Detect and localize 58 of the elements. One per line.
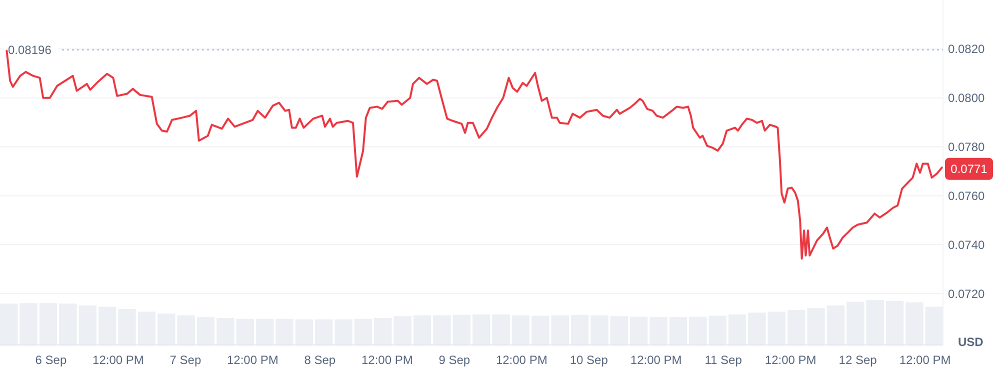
- x-tick-label: 12:00 PM: [630, 353, 682, 367]
- bar: [492, 314, 510, 345]
- bar: [256, 318, 274, 345]
- y-tick-label: 0.0780: [948, 140, 986, 154]
- bar: [570, 314, 589, 345]
- x-tick-label: 12:00 PM: [361, 353, 413, 367]
- bar: [295, 319, 314, 345]
- x-tick-label: 7 Sep: [170, 353, 202, 367]
- bar: [354, 318, 372, 345]
- bar: [630, 316, 648, 345]
- ref-line-label: 0.08196: [8, 43, 52, 58]
- bar: [334, 319, 352, 345]
- bar: [452, 314, 471, 345]
- bar: [138, 312, 156, 345]
- bar: [472, 314, 490, 345]
- bar: [728, 314, 746, 345]
- bar: [807, 308, 825, 345]
- bar: [98, 306, 116, 345]
- bar: [0, 304, 18, 345]
- bar: [787, 310, 806, 345]
- bar: [157, 314, 176, 345]
- bar: [512, 315, 530, 345]
- y-tick-label: 0.0720: [948, 286, 986, 301]
- bar: [20, 303, 38, 345]
- bar: [748, 312, 766, 345]
- x-tick-label: 10 Sep: [570, 353, 608, 367]
- bar: [413, 315, 432, 345]
- bar: [826, 305, 845, 345]
- y-axis-title: USD: [958, 335, 984, 349]
- bar: [669, 317, 688, 345]
- x-tick-label: 11 Sep: [704, 353, 742, 367]
- x-tick-label: 12:00 PM: [496, 353, 548, 367]
- bar: [433, 315, 451, 345]
- y-tick-label: 0.0800: [948, 91, 986, 106]
- y-tick-label: 0.0740: [948, 238, 986, 252]
- x-tick-label: 12:00 PM: [227, 353, 278, 367]
- annotation: 0.0771: [950, 162, 988, 176]
- y-tick-label: 0.0760: [948, 188, 986, 203]
- y-tick-label: 0.0820: [948, 42, 986, 56]
- x-tick-label: 8 Sep: [304, 353, 336, 367]
- bar: [314, 319, 333, 345]
- x-tick-label: 12:00 PM: [764, 353, 816, 367]
- x-tick-label: 12 Sep: [838, 353, 878, 367]
- bar: [39, 303, 58, 345]
- bar: [196, 317, 215, 345]
- bar: [276, 318, 294, 345]
- bar: [590, 315, 608, 345]
- x-tick-label: 12:00 PM: [899, 353, 951, 367]
- x-tick-label: 6 Sep: [35, 353, 67, 367]
- bar: [177, 315, 195, 345]
- bar: [610, 316, 628, 345]
- bar: [118, 309, 136, 345]
- x-tick-label: 9 Sep: [438, 353, 470, 367]
- bar: [886, 300, 904, 345]
- bar: [768, 312, 786, 345]
- bar: [906, 302, 924, 345]
- x-tick-label: 12:00 PM: [92, 353, 144, 367]
- bar: [650, 317, 668, 345]
